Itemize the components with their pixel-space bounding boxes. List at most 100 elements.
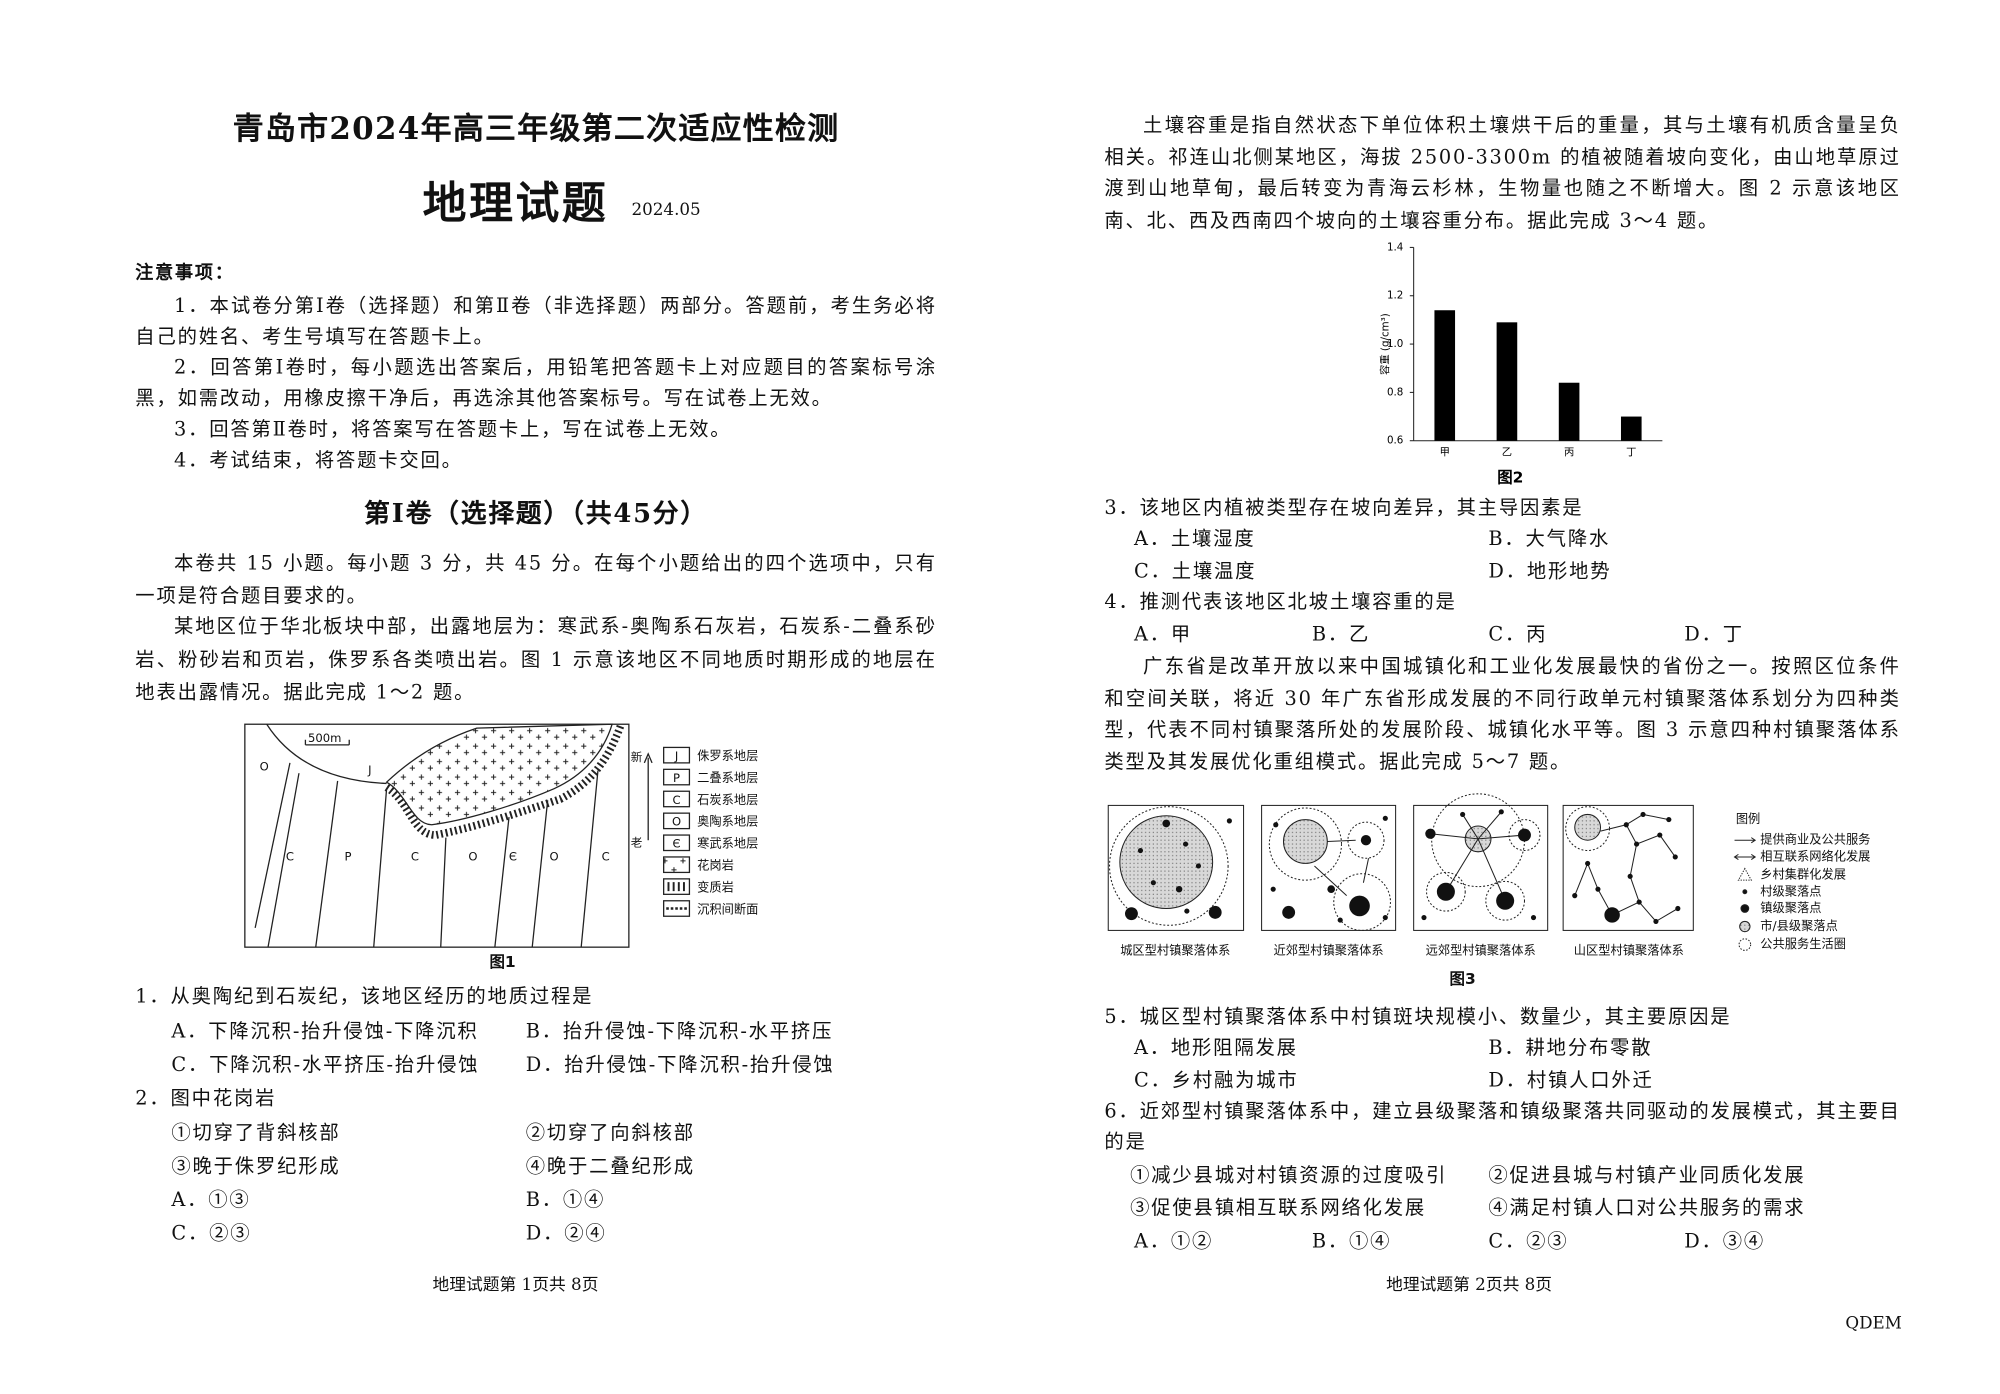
question-stem: 6．近郊型村镇聚落体系中，建立县级聚落和镇级聚落共同驱动的发展模式，其主要目的是 [1104,1099,1901,1154]
option: A．甲 [1134,622,1193,646]
legend-arrow [643,752,653,841]
exam-title: 青岛市2024年高三年级第二次适应性检测 [232,109,840,147]
service-circle [1426,871,1466,912]
legend-item: 市/县级聚落点 [1760,918,1838,933]
settlements [1498,809,1504,815]
legend-item: 乡村集群化发展 [1760,867,1846,882]
statement: ①切穿了背斜核部 [171,1121,341,1145]
option: A．土壤湿度 [1134,527,1256,551]
panel-frame [1562,804,1694,931]
figure-3 [1107,793,1757,951]
x-tick-label: 丙 [1564,446,1574,458]
legend-older: 老 [631,835,643,849]
legend-box [663,812,691,830]
settlements [1518,828,1531,842]
granite [385,723,613,826]
option: D．地形地势 [1488,559,1612,583]
settlements [1672,854,1678,860]
statement: ④满足村镇人口对公共服务的需求 [1488,1195,1806,1220]
section-title: 第Ⅰ卷（选择题）（共45分） [364,497,708,529]
settlements [1640,811,1646,818]
question-stem: 4．推测代表该地区北坡土壤容重的是 [1104,590,1457,614]
question-stem: 2．图中花岗岩 [135,1086,277,1110]
settlements [1382,815,1388,821]
y-tick-label: 0.8 [1387,386,1403,398]
notice-item: 3．回答第Ⅱ卷时，将答案写在答题卡上，写在试卷上无效。 [173,417,732,441]
settlements [1595,886,1601,892]
panel-caption: 城区型村镇聚落体系 [1120,944,1230,958]
legend-item: 公共服务生活圈 [1760,936,1846,951]
statement: ②促进县城与村镇产业同质化发展 [1488,1163,1806,1187]
statement: ①减少县城对村镇资源的过度吸引 [1130,1163,1448,1187]
city-point [1119,815,1214,910]
option: B．耕地分布零散 [1488,1036,1653,1060]
service-circle [1347,821,1385,859]
option: D．②④ [525,1221,607,1245]
legend-name: 侏罗系地层 [697,749,758,763]
notice-item: 1．本试卷分第Ⅰ卷（选择题）和第Ⅱ卷（非选择题）两部分。答题前，考生务必将自己的… [135,293,937,348]
option: D．③④ [1684,1229,1766,1253]
service-circle [1485,880,1526,921]
map-label: J [367,763,371,777]
option: B．①④ [1311,1229,1392,1253]
settlements [1270,815,1388,923]
passage: 广东省是改革开放以来中国城镇化和工业化发展最快的省份之一。按照区位条件和空间关联… [1104,654,1901,773]
scale-bar [304,739,350,746]
exam-date: 2024.05 [631,201,701,221]
settlements [1572,811,1681,924]
settlements [1436,882,1455,901]
settlements [1162,819,1171,828]
legend-name: 奥陶系地层 [697,814,758,829]
map-label: C [286,849,294,863]
legend-symbol: Є [672,837,680,851]
y-tick-label: 1.0 [1387,338,1403,350]
question-stem: 1．从奥陶纪到石炭纪，该地区经历的地质过程是 [135,984,594,1008]
city-point [1282,819,1328,864]
panel-frame [1261,804,1397,931]
legend-heading: 图例 [1736,812,1760,826]
passage: 某地区位于华北板块中部，出露地层为：寒武系-奥陶系石灰岩，石炭系-二叠系砂岩、粉… [135,614,937,704]
legend-item: 镇级聚落点 [1760,901,1821,915]
statement: ②切穿了向斜核部 [525,1121,695,1145]
legend-item: 村级聚落点 [1760,884,1821,898]
option: C．乡村融为城市 [1134,1068,1299,1092]
figure-caption: 图1 [489,953,515,971]
figure-caption: 图3 [1450,970,1476,988]
settlements [1175,885,1183,893]
section-intro: 本卷共 15 小题。每小题 3 分，共 45 分。在每个小题给出的四个选项中，只… [135,551,937,607]
notice-item: 4．考试结束，将答题卡交回。 [173,448,463,472]
service-circle [1109,806,1229,926]
legend-symbol [1737,867,1753,881]
option: B．①④ [525,1188,606,1212]
y-axis-label: 容重 (g/cm³) [1378,313,1391,375]
metamorphic-band [384,722,625,839]
settlements [1360,835,1372,846]
legend-box [663,790,691,808]
legend-box [663,878,691,895]
panel-frame [1107,804,1245,931]
settlements [1125,818,1232,921]
settlements [1273,822,1279,828]
y-tick-label: 1.4 [1387,241,1403,253]
option: C．下降沉积-水平挤压-抬升侵蚀 [171,1052,480,1077]
settlements [1382,914,1388,921]
figure-3-labels: 城区型村镇聚落体系 近郊型村镇聚落体系 远郊型村镇聚落体系 山区型村镇聚落体系 … [1120,812,1870,988]
settlements [1653,918,1659,924]
bar [1434,310,1456,441]
statement: ③促使县镇相互联系网络化发展 [1130,1195,1427,1220]
settlements [1657,832,1663,838]
map-label: P [344,849,351,863]
x-tick-label: 甲 [1440,446,1450,458]
y-tick-label: 0.6 [1387,435,1403,447]
scale-label: 500m [308,731,341,745]
legend-symbol: J [674,749,678,763]
panel-frame [1413,804,1549,931]
notice-list: 1．本试卷分第Ⅰ卷（选择题）和第Ⅱ卷（非选择题）两部分。答题前，考生务必将自己的… [135,290,937,476]
links [1430,811,1525,901]
settlements [1530,914,1537,921]
panel-caption: 近郊型村镇聚落体系 [1274,944,1384,958]
x-tick-label: 丁 [1626,446,1636,458]
option: A．①③ [171,1188,251,1212]
option: D．丁 [1684,622,1744,646]
panel-caption: 远郊型村镇聚落体系 [1426,944,1536,958]
